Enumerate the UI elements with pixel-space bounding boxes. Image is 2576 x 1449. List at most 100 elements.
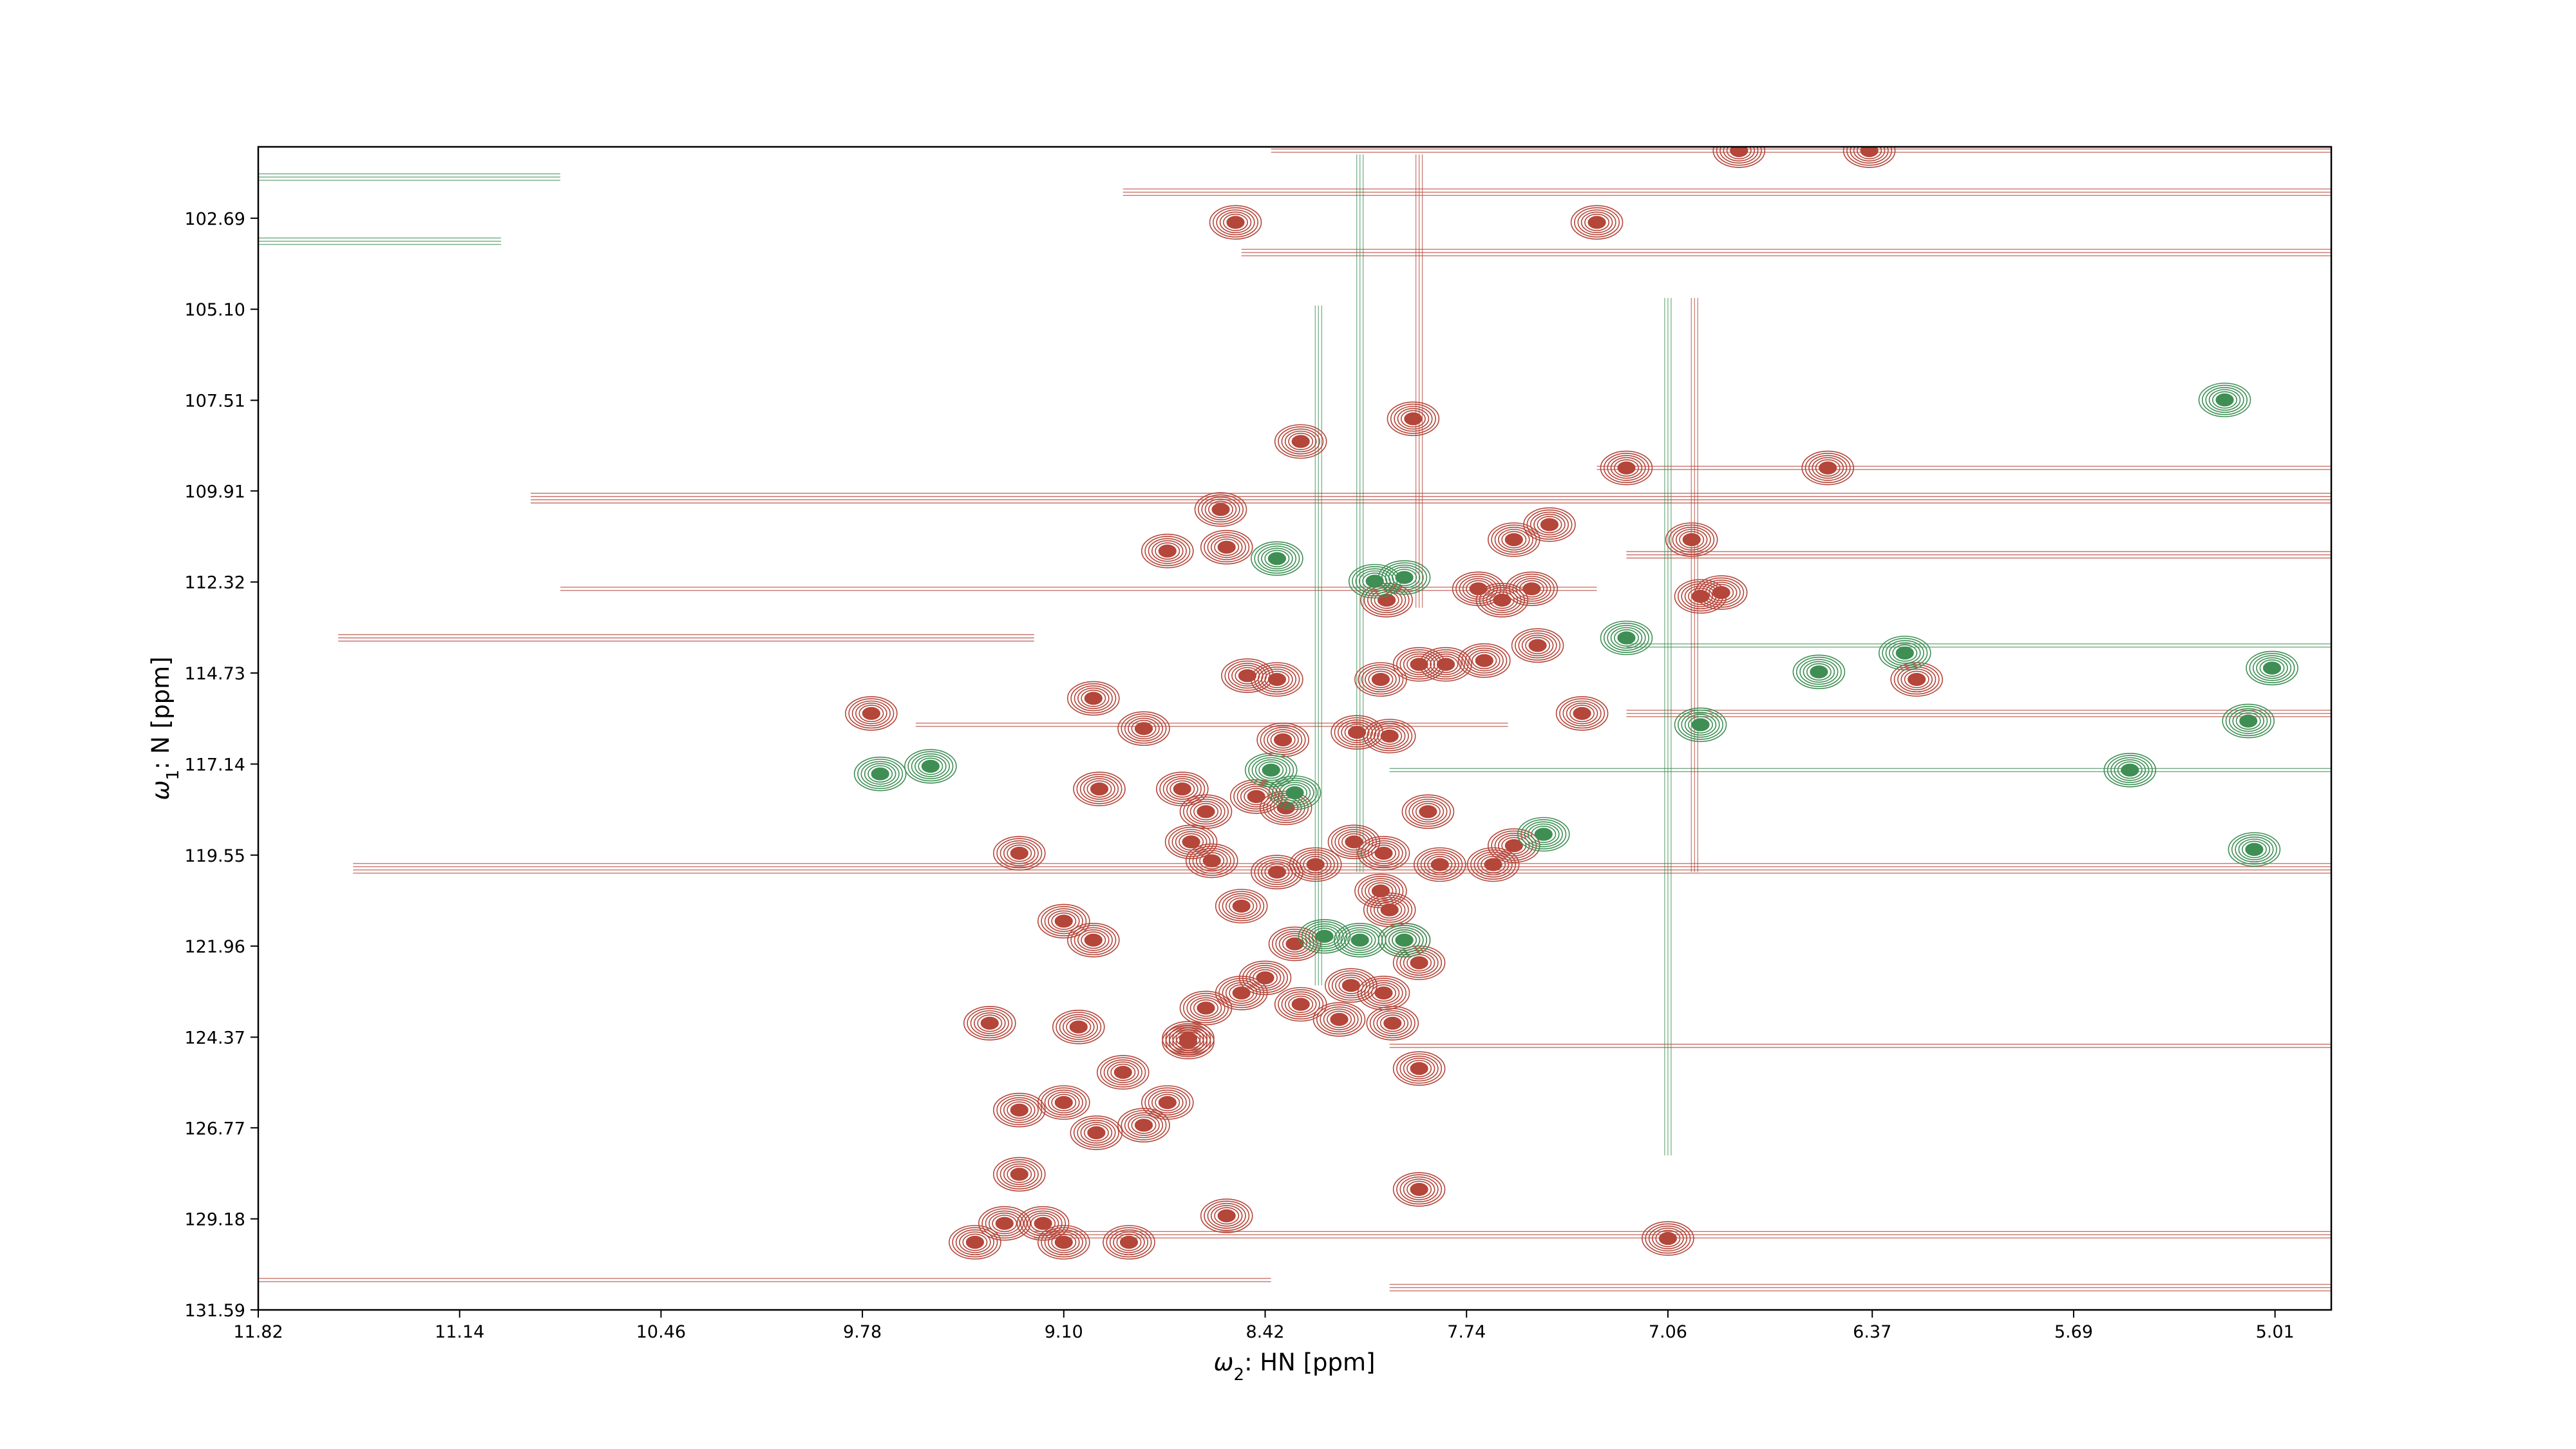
contour-ring (1392, 1172, 1446, 1207)
contour-ring (1570, 205, 1624, 240)
contour-ring (1257, 545, 1296, 572)
contour-ring (1288, 432, 1314, 450)
negative-peak (2246, 650, 2298, 686)
contour-ring (1517, 817, 1570, 852)
contour-ring (1804, 453, 1851, 484)
contour-ring (1392, 1051, 1446, 1086)
contour-ring (2259, 659, 2285, 677)
contour-ring (1508, 573, 1555, 604)
contour-ring (1330, 1012, 1349, 1026)
negative-peak (1792, 654, 1846, 690)
positive-peak (1194, 492, 1247, 527)
contour-ring (1044, 1089, 1083, 1116)
positive-peak (1642, 1221, 1694, 1256)
contour-ring (1267, 866, 1286, 879)
contour-ring (1537, 516, 1562, 534)
positive-peak (1037, 904, 1090, 939)
contour-ring (1406, 1180, 1432, 1198)
contour-ring (955, 1229, 994, 1256)
contour-ring (1238, 669, 1256, 683)
contour-ring (1291, 435, 1310, 448)
contour-ring (1041, 905, 1087, 936)
contour-ring (1461, 645, 1508, 676)
contour-ring (1051, 1233, 1077, 1251)
contour-ring (1493, 593, 1511, 607)
contour-ring (1179, 833, 1204, 851)
contour-ring (1285, 786, 1304, 800)
contour-ring (2229, 708, 2268, 734)
contour-ring (1882, 638, 1928, 668)
y-tick-label: 112.32 (185, 573, 245, 593)
contour-ring (1197, 1001, 1215, 1015)
contour-ring (1574, 207, 1620, 238)
contour-ring (1374, 846, 1393, 860)
contour-ring (1267, 672, 1286, 687)
contour-ring (1846, 147, 1893, 166)
contour-ring (1481, 856, 1506, 874)
negative-peak (2222, 703, 2275, 739)
negative-peak (1378, 560, 1431, 595)
contour-ring (1148, 1089, 1187, 1116)
contour-ring (1364, 980, 1403, 1006)
contour-ring (1555, 696, 1609, 731)
contour-ring (1494, 526, 1533, 553)
contour-ring (1158, 544, 1177, 558)
contour-ring (1408, 799, 1448, 825)
contour-ring (1504, 533, 1523, 547)
contour-ring (1027, 1212, 1059, 1235)
contour-ring (1151, 540, 1184, 562)
positive-peak (993, 1092, 1046, 1128)
contour-ring (2222, 703, 2275, 739)
contour-ring (1698, 577, 1745, 608)
contour-ring (1365, 574, 1384, 588)
contour-ring (1810, 665, 1828, 679)
y-tick-label: 102.69 (185, 209, 245, 229)
contour-ring (1648, 1225, 1687, 1252)
contour-ring (1366, 1006, 1419, 1041)
positive-peak (1070, 1115, 1123, 1150)
contour-ring (1857, 147, 1882, 160)
contour-ring (1726, 147, 1752, 160)
contour-ring (1399, 949, 1439, 976)
contour-ring (1377, 727, 1403, 745)
contour-ring (1270, 731, 1296, 749)
y-tick-label: 114.73 (185, 664, 245, 684)
contour-ring (1207, 1202, 1246, 1229)
contour-ring (2121, 763, 2139, 777)
x-axis-label: ω2: HN [ppm] (1214, 1349, 1376, 1385)
contour-ring (2246, 650, 2298, 686)
contour-ring (1070, 1115, 1123, 1150)
contour-ring (1257, 859, 1296, 886)
contour-ring (1488, 828, 1540, 863)
contour-ring (1260, 724, 1306, 755)
contour-ring (1373, 725, 1406, 747)
contour-ring (1284, 993, 1317, 1016)
contour-ring (1066, 1018, 1092, 1036)
contour-ring (1357, 836, 1410, 871)
contour-ring (1379, 1014, 1405, 1032)
contour-ring (1207, 534, 1246, 560)
contour-ring (845, 696, 898, 731)
contour-ring (1117, 711, 1170, 746)
contour-ring (1202, 854, 1221, 867)
contour-ring (1074, 685, 1113, 712)
positive-peak (1141, 1085, 1194, 1120)
contour-ring (1645, 1223, 1691, 1254)
contour-ring (1672, 526, 1711, 553)
contour-ring (1363, 719, 1416, 753)
positive-peak (1156, 772, 1209, 806)
y-axis: 102.69 105.10 107.51 109.91 112.32 114.73 117.… (185, 209, 258, 1321)
contour-ring (1900, 668, 1933, 690)
contour-ring (1377, 901, 1403, 919)
contour-ring (1256, 971, 1274, 985)
contour-ring (1193, 802, 1219, 820)
contour-ring (1515, 578, 1548, 600)
contour-ring (1475, 583, 1529, 618)
contour-ring (1171, 829, 1211, 855)
contour-ring (1368, 670, 1394, 688)
contour-ring (918, 757, 943, 775)
contour-ring (1067, 681, 1120, 716)
contour-ring (1345, 835, 1363, 849)
positive-peak (1458, 643, 1511, 678)
